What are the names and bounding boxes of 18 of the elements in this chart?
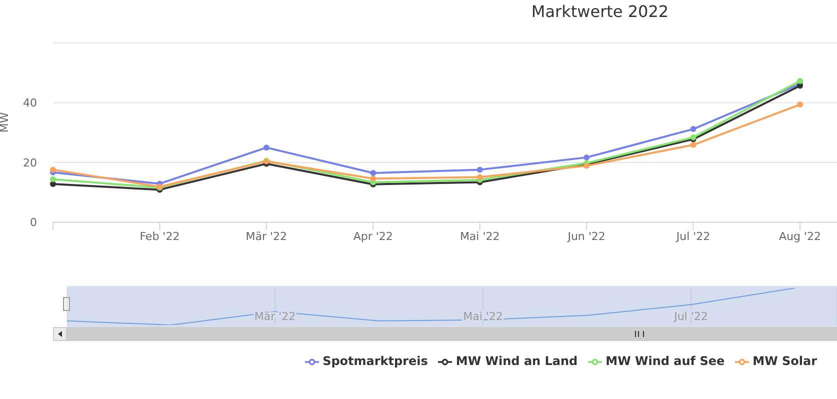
legend-label: MW Wind an Land	[456, 354, 578, 368]
x-tick-label: Jul '22	[675, 230, 710, 244]
legend-label: MW Wind auf See	[606, 354, 725, 368]
y-tick-label: 40	[23, 96, 37, 110]
legend-label: MW Solar	[752, 354, 817, 368]
x-tick-label: Feb '22	[140, 230, 180, 244]
chart-title: Marktwerte 2022	[530, 2, 670, 21]
x-tick-label: Jun '22	[566, 230, 606, 244]
y-tick-label: 20	[23, 156, 37, 170]
legend-label: Spotmarktpreis	[322, 354, 428, 368]
x-tick-label: Mär '22	[254, 310, 296, 323]
x-tick-label: Mär '22	[246, 230, 288, 244]
x-tick-label: Jul '22	[673, 310, 708, 323]
x-tick-label: Mai '22	[460, 230, 500, 244]
x-tick-label: Apr '22	[353, 230, 393, 244]
y-tick-label: 0	[30, 216, 37, 230]
x-tick-label: Aug '22	[779, 230, 821, 244]
y-axis-title: MW	[0, 112, 11, 133]
